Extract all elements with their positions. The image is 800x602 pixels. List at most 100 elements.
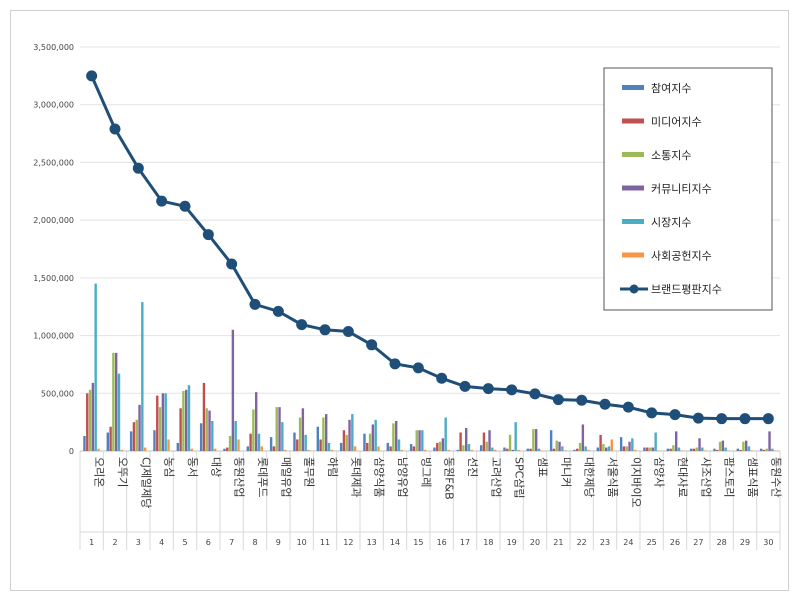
legend-swatch xyxy=(622,252,644,258)
bar-1 xyxy=(643,447,646,451)
bar-3 xyxy=(275,407,278,451)
rank-label: 4 xyxy=(159,538,164,547)
line-point xyxy=(646,407,658,419)
x-tick-label: CJ제일제당 xyxy=(139,457,153,508)
legend-label: 소통지수 xyxy=(651,149,691,162)
bar-1 xyxy=(129,431,133,451)
y-tick-label: 3,000,000 xyxy=(33,101,74,110)
bar-3 xyxy=(415,430,418,451)
legend-swatch xyxy=(622,85,644,90)
bar-6 xyxy=(400,449,403,451)
bar-3 xyxy=(672,445,675,451)
bar-1 xyxy=(199,423,203,451)
x-tick-label: 오뚜기 xyxy=(116,457,129,487)
line-point xyxy=(762,413,774,425)
bar-6 xyxy=(610,439,613,451)
bar-6 xyxy=(423,449,427,451)
bar-1 xyxy=(339,442,343,451)
bar-1 xyxy=(433,447,436,451)
bar-5 xyxy=(631,438,634,451)
bar-4 xyxy=(651,447,655,451)
line-point xyxy=(692,412,704,424)
bar-1 xyxy=(363,433,366,451)
legend-swatch xyxy=(622,219,644,224)
bar-5 xyxy=(467,444,471,451)
rank-label: 23 xyxy=(600,538,610,547)
rank-label: 14 xyxy=(390,538,400,547)
bar-1 xyxy=(759,448,763,451)
bar-1 xyxy=(106,432,109,451)
bar-3 xyxy=(182,390,185,451)
bar-3 xyxy=(462,445,465,451)
line-point xyxy=(622,401,634,413)
rank-label: 16 xyxy=(437,538,447,547)
bar-6 xyxy=(633,449,637,451)
line-point xyxy=(506,384,518,396)
line-point xyxy=(202,229,214,241)
rank-label: 25 xyxy=(647,538,657,547)
chart-frame xyxy=(10,10,789,591)
bar-3 xyxy=(158,407,162,451)
bar-4 xyxy=(115,352,118,451)
bar-1 xyxy=(246,446,249,451)
line-point xyxy=(226,258,238,270)
rank-label: 2 xyxy=(112,538,117,547)
rank-label: 13 xyxy=(367,538,377,547)
rank-label: 24 xyxy=(623,538,633,547)
bar-2 xyxy=(436,442,439,451)
bar-2 xyxy=(506,448,509,451)
rank-label: 15 xyxy=(413,538,423,547)
line-point xyxy=(156,195,168,207)
bar-6 xyxy=(260,446,263,451)
x-tick-label: SPC삼립 xyxy=(513,457,526,499)
x-tick-label: 샘표식품 xyxy=(746,457,759,497)
y-tick-label: 500,000 xyxy=(41,389,74,398)
bar-1 xyxy=(456,449,459,451)
y-tick-label: 1,500,000 xyxy=(33,274,74,283)
bar-1 xyxy=(176,442,179,451)
bar-1 xyxy=(736,448,739,451)
line-point xyxy=(716,413,728,425)
rank-label: 27 xyxy=(693,538,703,547)
x-tick-label: 빙그레 xyxy=(419,457,432,487)
bar-2 xyxy=(156,395,159,451)
bar-4 xyxy=(698,438,701,451)
bar-4 xyxy=(628,441,631,451)
bar-4 xyxy=(91,382,95,451)
bar-4 xyxy=(371,424,375,451)
bar-3 xyxy=(508,434,512,451)
rank-label: 11 xyxy=(320,538,330,547)
rank-label: 5 xyxy=(182,538,187,547)
rank-label: 30 xyxy=(763,538,773,547)
rank-label: 28 xyxy=(717,538,727,547)
rank-label: 1 xyxy=(89,538,94,547)
bar-4 xyxy=(395,420,398,451)
bar-6 xyxy=(493,449,497,451)
bar-2 xyxy=(529,448,532,451)
bar-3 xyxy=(555,440,558,451)
bar-5 xyxy=(607,446,611,451)
bar-6 xyxy=(540,450,543,451)
bar-6 xyxy=(773,450,777,451)
x-tick-label: 대한제당 xyxy=(583,457,596,497)
rank-label: 9 xyxy=(276,538,281,547)
bar-1 xyxy=(549,430,553,451)
bar-2 xyxy=(482,432,486,451)
rank-label: 17 xyxy=(460,538,470,547)
y-tick-label: 3,500,000 xyxy=(33,43,74,52)
bar-4 xyxy=(675,431,678,451)
bar-6 xyxy=(237,439,240,451)
bar-3 xyxy=(648,447,652,451)
line-point xyxy=(296,319,308,331)
bar-5 xyxy=(397,439,401,451)
bar-6 xyxy=(167,439,170,451)
bar-6 xyxy=(447,449,450,451)
line-point xyxy=(576,394,588,406)
rank-label: 6 xyxy=(206,538,211,547)
bar-5 xyxy=(141,302,144,451)
bar-4 xyxy=(768,431,771,451)
bar-5 xyxy=(374,419,377,451)
x-tick-label: 하림 xyxy=(326,457,340,477)
line-point xyxy=(249,298,261,310)
bar-3 xyxy=(88,389,92,451)
